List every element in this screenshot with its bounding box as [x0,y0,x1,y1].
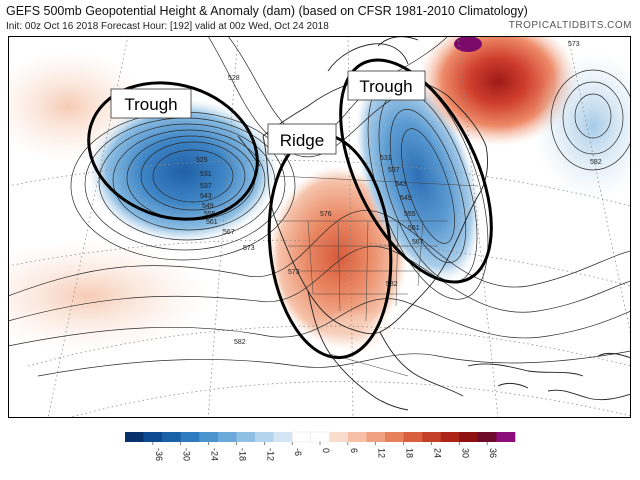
contour-label: 567 [223,229,235,236]
colorbar-tick-label: -36 [154,448,164,461]
colorbar-swatch [477,432,497,442]
colorbar-tick-label: -18 [237,448,247,461]
colorbar-tick-label: 24 [432,448,442,458]
map-title: GEFS 500mb Geopotential Height & Anomaly… [6,4,528,18]
contour-label: 576 [320,211,332,218]
colorbar-swatch [403,432,423,442]
colorbar-swatch [459,432,479,442]
colorbar-swatch [440,432,460,442]
colorbar-swatch [366,432,386,442]
colorbar-tick-label: -6 [293,448,303,456]
colorbar-tick-label: 6 [349,448,359,453]
colorbar-swatch [385,432,404,442]
label-trough-east: Trough [347,70,426,101]
contour-label: 582 [234,339,246,346]
contour-label: 573 [243,245,255,252]
colorbar-swatch [273,432,293,442]
colorbar-swatches [125,431,516,443]
colorbar-tick-label: -24 [210,448,220,461]
colorbar-swatch [347,432,367,442]
colorbar-swatch [310,431,330,443]
colorbar-swatch [199,432,219,442]
contour-label: 561 [408,225,420,232]
contour-label: 531 [380,155,392,162]
contour-label: 555 [204,211,216,218]
oval-west-trough [87,81,259,221]
colorbar-swatch [217,432,237,442]
contour-label: 582 [386,281,398,288]
label-box [267,123,337,155]
contour-label: 525 [196,157,208,164]
colorbar-tick-label: 0 [321,448,331,453]
anomaly-shading [8,36,631,353]
label-box [110,88,192,119]
colorbar-tick-label: 18 [405,448,415,458]
colorbar-tick-label: -12 [265,448,275,461]
colorbar-swatch [329,432,349,442]
contour-label: 555 [404,211,416,218]
colorbar-tick-label: -30 [182,448,192,461]
contour-label: 537 [388,167,400,174]
colorbar-tick-label: 30 [460,448,470,458]
label-trough-west-text: Trough [124,95,177,114]
oval-east-trough [339,58,493,284]
label-box [347,70,426,101]
map-subtitle: Init: 00z Oct 16 2018 Forecast Hour: [19… [6,21,329,32]
anomaly-pale-red-sw [8,241,208,351]
label-ridge: Ridge [267,123,337,155]
contour-label: 582 [590,159,602,166]
contour-label: 543 [200,193,212,200]
political-borders [276,175,479,377]
label-ridge-text: Ridge [280,131,324,150]
contour-label: 537 [200,183,212,190]
contour-label: 549 [400,195,412,202]
anomaly-blue-west-trough [88,99,278,243]
colorbar-swatch [496,432,516,442]
contour-label: 567 [412,239,424,246]
colorbar-tick-label: 12 [377,448,387,458]
colorbar-swatch [162,432,182,442]
colorbar-swatch [255,432,274,442]
brand-watermark: TROPICALTIDBITS.COM [508,20,632,31]
anomaly-purple-max [454,36,482,52]
colorbar-swatch [180,432,200,442]
contour-labels: 528 525 531 537 543 549 555 561 567 573 … [196,41,602,346]
colorbar-tick-label: 36 [488,448,498,458]
colorbar-swatch [143,432,163,442]
contour-label: 528 [228,75,240,82]
map-frame [8,36,631,418]
annotation-labels: Trough Ridge Trough [110,70,426,155]
label-trough-east-text: Trough [359,77,412,96]
colorbar-swatch [291,431,312,443]
contour-label: 549 [202,203,214,210]
colorbar-ticks: -36 -30 -24 -18 -12 -6 0 6 12 18 24 30 36 [152,442,498,461]
colorbar-swatch [125,432,144,442]
colorbar: -36 -30 -24 -18 -12 -6 0 6 12 18 24 30 36 [125,431,516,461]
contour-label: 543 [395,181,407,188]
contour-label: 531 [200,171,212,178]
contour-label: 573 [568,41,580,48]
contour-label: 573 [288,269,300,276]
colorbar-swatch [236,432,256,442]
header: GEFS 500mb Geopotential Height & Anomaly… [0,0,640,40]
contour-label: 561 [206,219,218,226]
anomaly-blue-atlantic [533,51,631,201]
map-panel: 528 525 531 537 543 549 555 561 567 573 … [8,36,631,418]
colorbar-swatch [422,432,442,442]
label-trough-west: Trough [110,88,192,119]
